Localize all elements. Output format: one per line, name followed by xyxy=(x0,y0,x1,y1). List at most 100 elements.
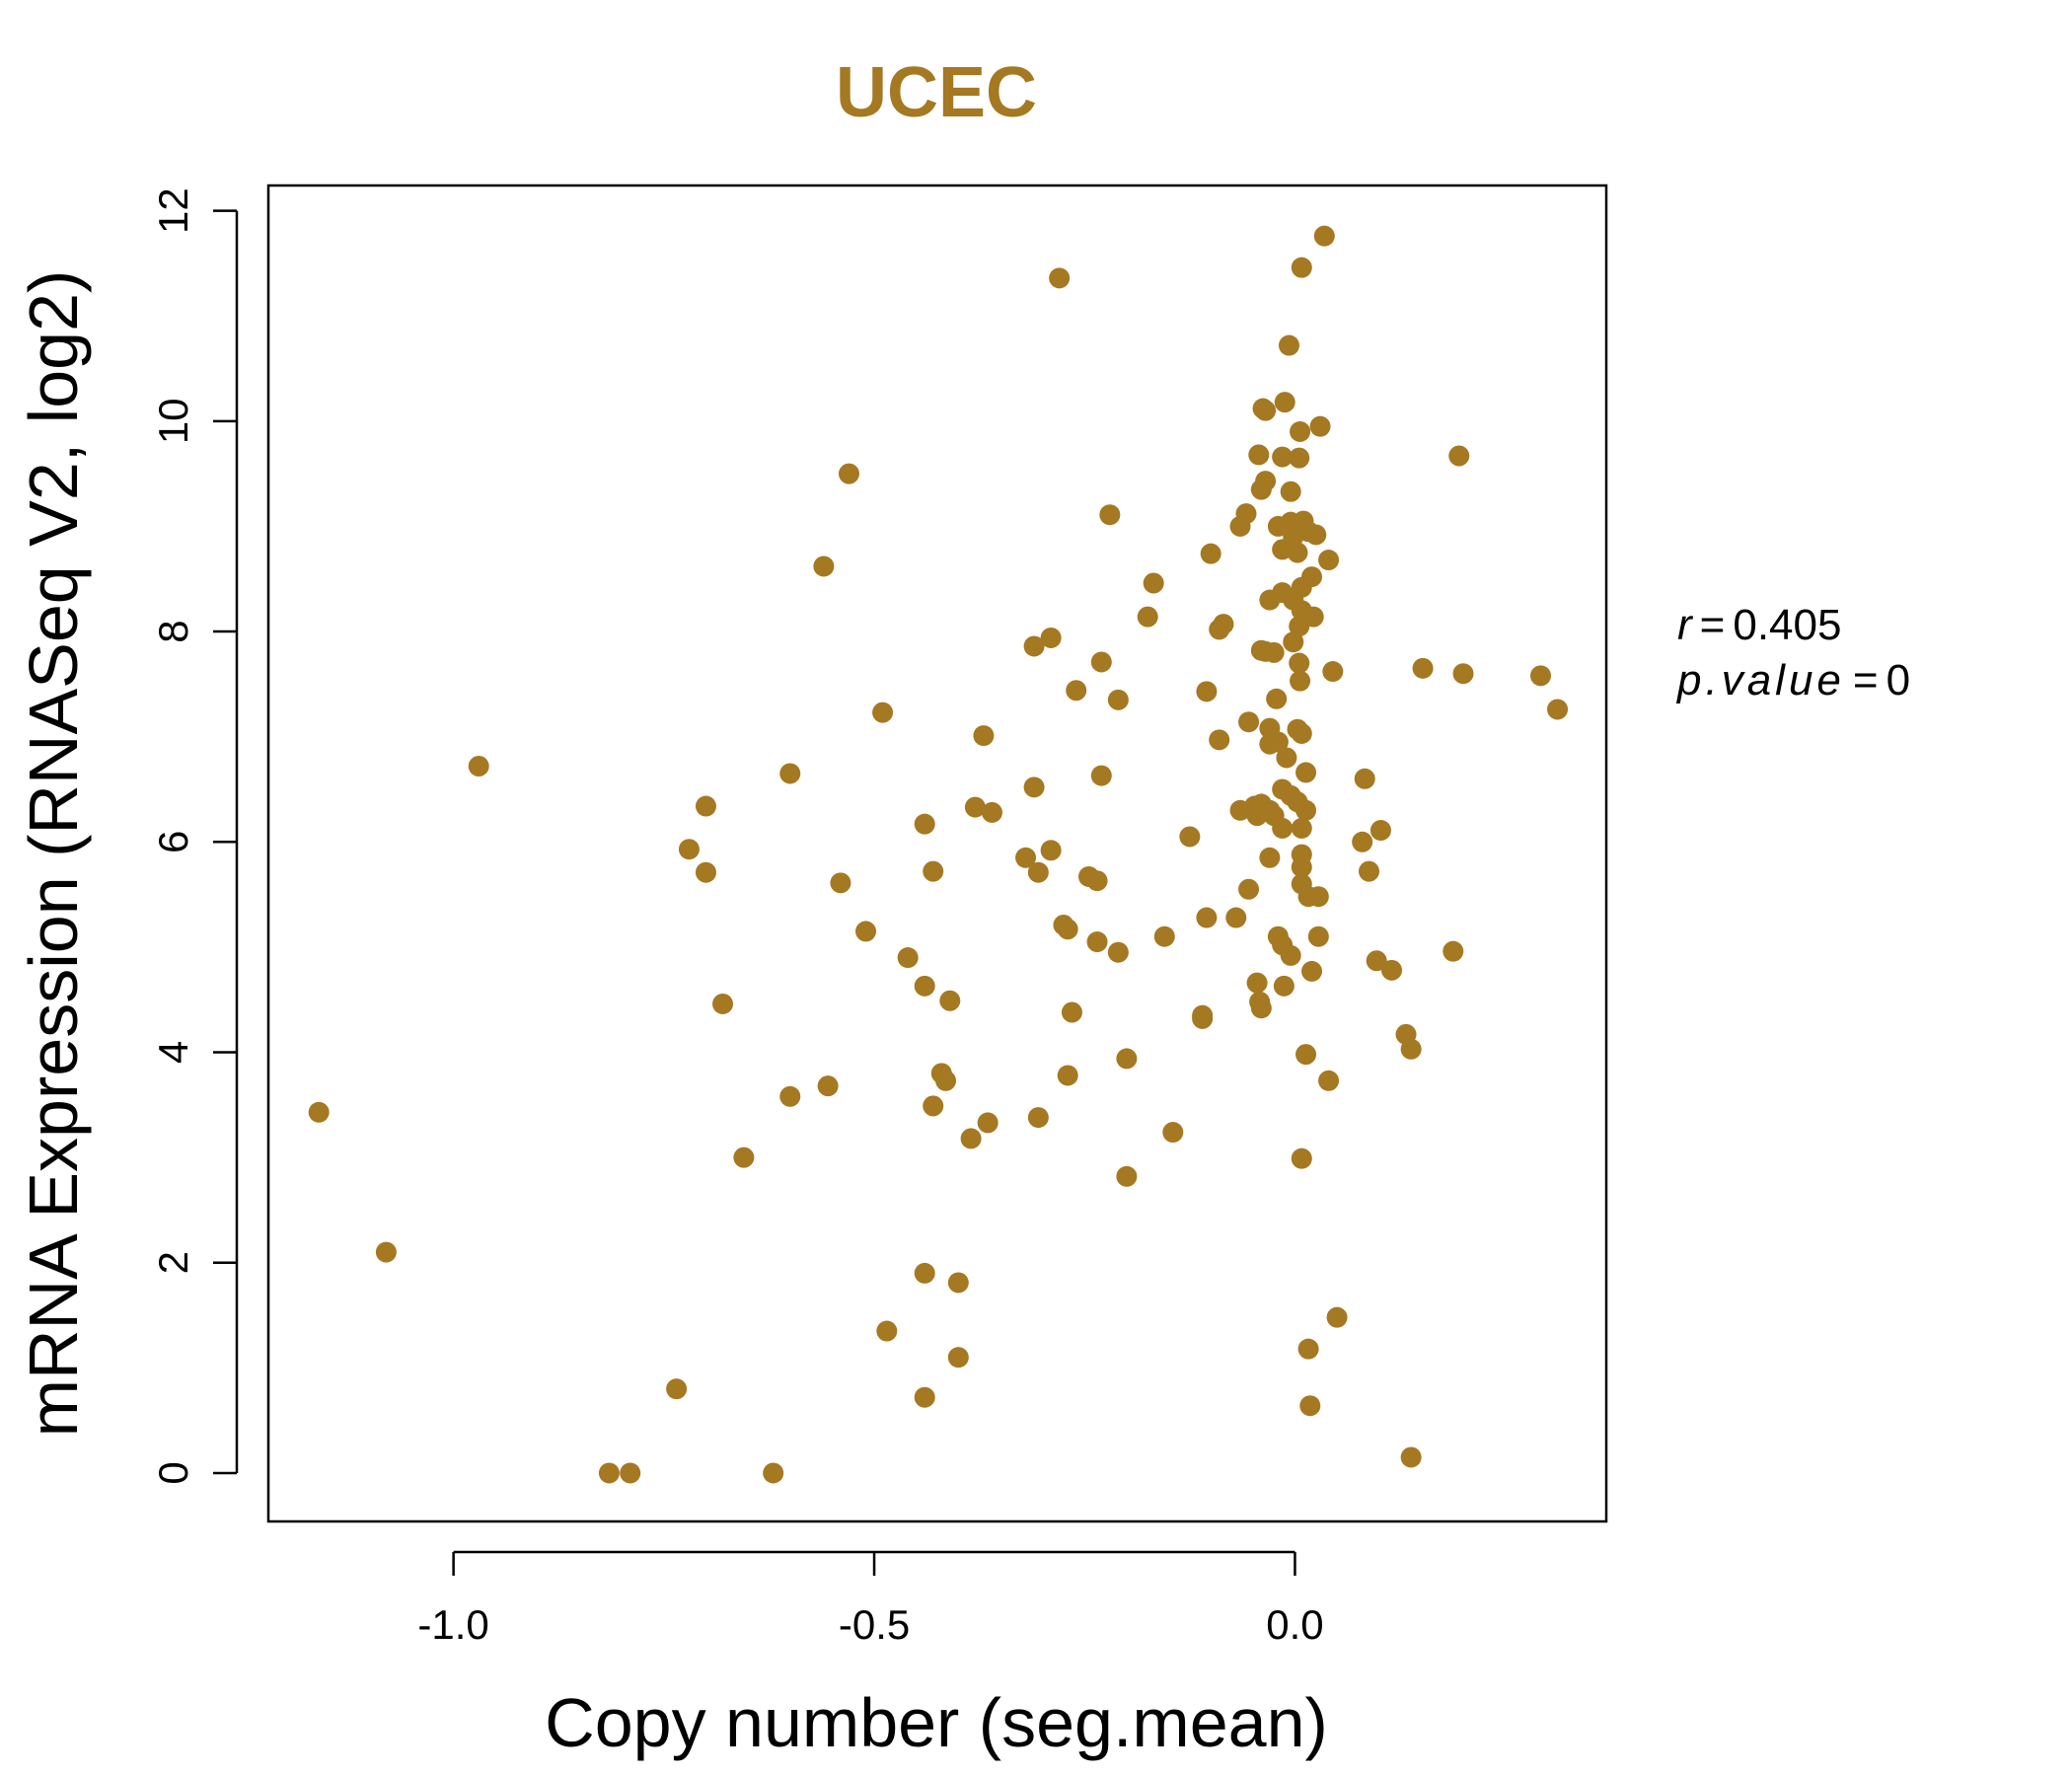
data-point xyxy=(1290,670,1311,692)
data-point xyxy=(1272,817,1294,839)
y-tick-label: 10 xyxy=(150,398,196,444)
data-point xyxy=(1057,919,1078,940)
x-tick-label: -1.0 xyxy=(417,1601,488,1648)
data-point xyxy=(1295,799,1317,821)
data-point xyxy=(1250,998,1272,1019)
data-points xyxy=(308,225,1569,1484)
data-point xyxy=(1116,1165,1138,1187)
data-point xyxy=(1287,542,1308,563)
p-equals: = xyxy=(1853,656,1879,704)
data-point xyxy=(897,947,919,969)
data-point xyxy=(620,1462,641,1484)
r-label: r xyxy=(1677,601,1694,649)
data-point xyxy=(1291,856,1312,878)
y-tick-label: 8 xyxy=(150,620,196,642)
data-point xyxy=(1400,1038,1422,1060)
data-point xyxy=(1529,665,1551,687)
p-annotation: p.value = 0 xyxy=(1675,656,1910,704)
y-tick-label: 4 xyxy=(150,1041,196,1064)
data-point xyxy=(947,1347,969,1369)
r-value: 0.405 xyxy=(1733,601,1841,649)
data-point xyxy=(1107,941,1129,963)
data-point xyxy=(1209,729,1230,751)
data-point xyxy=(1162,1122,1184,1144)
data-point xyxy=(1250,479,1272,500)
data-point xyxy=(1326,1306,1348,1328)
data-point xyxy=(1225,907,1247,928)
data-point xyxy=(1280,481,1301,502)
x-tick-label: 0.0 xyxy=(1266,1601,1323,1648)
data-point xyxy=(733,1147,755,1168)
data-point xyxy=(1246,972,1268,994)
data-point xyxy=(1297,1338,1319,1360)
data-point xyxy=(1179,826,1201,848)
y-tick-label: 6 xyxy=(150,831,196,853)
data-point xyxy=(981,801,1002,823)
data-point xyxy=(1061,1001,1082,1023)
data-point xyxy=(1289,652,1310,674)
y-tick-label: 2 xyxy=(150,1251,196,1274)
p-label: p.value xyxy=(1675,656,1845,704)
data-point xyxy=(1274,392,1295,413)
data-point xyxy=(1196,681,1218,703)
data-point xyxy=(1238,711,1260,733)
data-point xyxy=(678,839,700,860)
data-point xyxy=(1040,840,1062,861)
data-point xyxy=(1313,225,1335,247)
data-point xyxy=(1412,657,1434,679)
data-point xyxy=(973,725,995,747)
data-point xyxy=(1307,925,1329,947)
data-point xyxy=(1305,524,1327,546)
data-point xyxy=(1276,747,1297,769)
data-point xyxy=(1238,878,1260,900)
data-point xyxy=(468,756,489,777)
data-point xyxy=(1248,444,1270,466)
data-point xyxy=(1107,689,1129,710)
data-point xyxy=(1381,959,1403,981)
data-point xyxy=(1443,940,1464,962)
p-value: 0 xyxy=(1887,656,1910,704)
data-point xyxy=(872,702,894,723)
data-point xyxy=(1400,1446,1422,1468)
data-point xyxy=(1229,799,1251,821)
r-annotation: r = 0.405 xyxy=(1677,601,1841,649)
data-point xyxy=(1366,950,1387,972)
y-axis-label: mRNA Expression (RNASeq V2, log2) xyxy=(15,270,92,1438)
data-point xyxy=(914,975,935,997)
data-point xyxy=(1209,619,1230,640)
data-point xyxy=(779,1085,801,1107)
data-point xyxy=(1291,257,1312,278)
data-point xyxy=(1318,550,1340,571)
data-point xyxy=(1049,267,1071,289)
plot-frame xyxy=(266,184,1608,1523)
data-point xyxy=(1352,831,1373,852)
data-point xyxy=(935,1070,957,1091)
data-point xyxy=(1354,768,1375,789)
x-tick-label: -0.5 xyxy=(839,1601,910,1648)
data-point xyxy=(1291,722,1312,744)
data-point xyxy=(960,1128,982,1149)
data-point xyxy=(1259,733,1281,755)
data-point xyxy=(712,993,734,1014)
data-point xyxy=(1143,572,1164,594)
data-point xyxy=(830,872,851,894)
data-point xyxy=(1027,1107,1049,1129)
data-point xyxy=(876,1320,898,1342)
data-point xyxy=(1291,817,1312,839)
data-point xyxy=(914,1386,935,1408)
data-point xyxy=(923,860,944,882)
data-point xyxy=(1196,907,1218,928)
data-point xyxy=(1266,688,1288,709)
y-tick-label: 0 xyxy=(150,1461,196,1484)
data-point xyxy=(1116,1048,1138,1070)
data-point xyxy=(1023,777,1045,798)
data-point xyxy=(1280,944,1301,966)
data-point xyxy=(1027,861,1049,883)
data-point xyxy=(1307,886,1329,908)
data-point xyxy=(779,763,801,784)
data-point xyxy=(598,1462,620,1484)
data-point xyxy=(1295,1044,1317,1066)
data-point xyxy=(1299,1395,1321,1417)
data-point xyxy=(1291,1147,1312,1169)
data-point xyxy=(1015,847,1037,868)
